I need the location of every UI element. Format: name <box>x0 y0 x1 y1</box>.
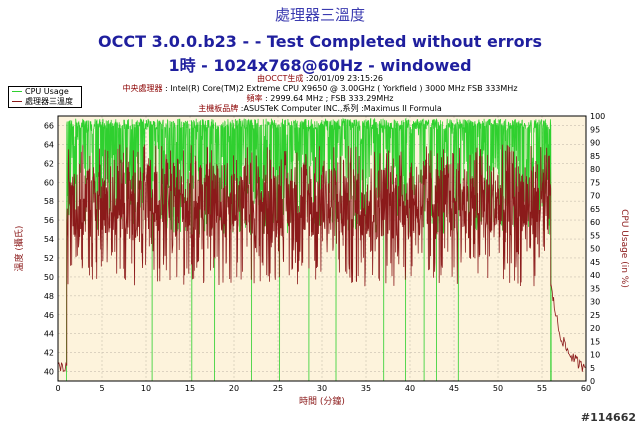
y2-tick-label: 100 <box>590 112 605 121</box>
legend-item-cpu-usage: CPU Usage <box>12 87 69 97</box>
x-tick-label: 35 <box>361 384 371 393</box>
chart-subtitle-2: 1時 - 1024x768@60Hz - windowed <box>168 56 472 75</box>
y-axis-label: 溫度 (攝氏) <box>13 226 25 272</box>
x-tick-label: 15 <box>185 384 195 393</box>
x-tick-label: 20 <box>229 384 239 393</box>
y2-tick-label: 15 <box>590 337 600 346</box>
legend-swatch-cpu-usage <box>12 91 22 92</box>
y2-axis-label: CPU Usage (in %) <box>619 209 629 288</box>
plot-frame <box>57 115 587 382</box>
y2-tick-label: 60 <box>590 218 600 227</box>
y2-tick-label: 5 <box>590 364 595 373</box>
y-tick-label: 48 <box>44 292 54 301</box>
x-tick-label: 40 <box>405 384 415 393</box>
y2-tick-label: 85 <box>590 152 600 161</box>
x-tick-label: 50 <box>493 384 503 393</box>
y-tick-label: 50 <box>44 273 54 282</box>
y2-tick-label: 0 <box>590 377 595 386</box>
y2-tick-label: 10 <box>590 351 600 360</box>
x-tick-label: 5 <box>99 384 104 393</box>
x-tick-label: 0 <box>55 384 60 393</box>
chart-title: 處理器三溫度 <box>274 6 365 24</box>
y2-tick-label: 55 <box>590 231 600 240</box>
y-tick-label: 62 <box>44 159 54 168</box>
info-motherboard: 主機板品牌 :ASUSTeK Computer INC.,系列 :Maximus… <box>198 104 442 113</box>
y2-tick-label: 80 <box>590 165 600 174</box>
y-tick-label: 56 <box>44 216 54 225</box>
legend-item-temperature: 處理器三溫度 <box>12 97 73 107</box>
x-tick-label: 10 <box>141 384 151 393</box>
y2-tick-label: 90 <box>590 139 600 148</box>
info-generated: 由OCCT生成 :20/01/09 23:15:26 <box>256 74 383 83</box>
y-tick-label: 64 <box>44 140 54 149</box>
y-tick-label: 44 <box>44 330 54 339</box>
y2-tick-label: 75 <box>590 178 600 187</box>
x-axis-label: 時間 (分鐘) <box>299 395 345 407</box>
y2-tick-label: 50 <box>590 245 600 254</box>
y-tick-label: 52 <box>44 254 54 263</box>
y2-tick-label: 35 <box>590 284 600 293</box>
y2-tick-label: 30 <box>590 298 600 307</box>
chart-subtitle: OCCT 3.0.0.b23 - - Test Completed withou… <box>98 32 542 51</box>
x-tick-label: 25 <box>273 384 283 393</box>
y-tick-label: 60 <box>44 178 54 187</box>
y2-tick-label: 70 <box>590 192 600 201</box>
x-tick-label: 30 <box>317 384 327 393</box>
info-cpu: 中央處理器 : Intel(R) Core(TM)2 Extreme CPU X… <box>122 84 518 93</box>
info-freq: 頻率 : 2999.64 MHz ; FSB 333.29MHz <box>246 94 394 103</box>
y-tick-label: 42 <box>44 349 54 358</box>
y2-tick-label: 65 <box>590 205 600 214</box>
y2-tick-label: 25 <box>590 311 600 320</box>
legend-swatch-temperature <box>12 101 22 102</box>
y2-tick-label: 20 <box>590 324 600 333</box>
y-tick-label: 66 <box>44 121 54 130</box>
series-line-temperature <box>57 144 587 372</box>
y-tick-label: 40 <box>44 368 54 377</box>
y-tick-label: 58 <box>44 197 54 206</box>
y2-tick-label: 40 <box>590 271 600 280</box>
x-tick-label: 60 <box>581 384 591 393</box>
series-line-cpu-usage <box>58 117 586 382</box>
y2-tick-label: 95 <box>590 125 600 134</box>
y-tick-label: 46 <box>44 311 54 320</box>
y-tick-label: 54 <box>44 235 54 244</box>
watermark: #114662 <box>580 411 636 424</box>
y2-tick-label: 45 <box>590 258 600 267</box>
x-tick-label: 45 <box>449 384 459 393</box>
x-tick-label: 55 <box>537 384 547 393</box>
legend: CPU Usage 處理器三溫度 <box>8 86 82 108</box>
